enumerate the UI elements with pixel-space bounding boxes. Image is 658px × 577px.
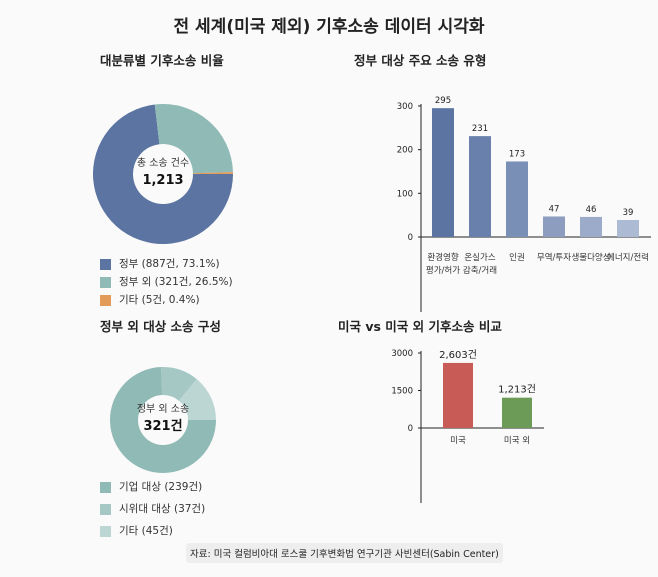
legend-label: 기타 (45건) <box>119 525 173 537</box>
bar1-category-label: 인권 <box>509 252 525 263</box>
pie2-title: 정부 외 대상 소송 구성 <box>100 319 221 334</box>
pie1-title: 대분류별 기후소송 비율 <box>100 53 224 68</box>
legend-item: 정부 (887건, 73.1%) <box>100 258 220 271</box>
legend-swatch <box>100 295 111 306</box>
pie2-center-label: 정부 외 소송 <box>137 403 189 415</box>
bar1-y-tick: 100 <box>397 189 413 199</box>
bar1-y-tick: 300 <box>397 102 413 112</box>
legend-item: 기업 대상 (239건) <box>100 481 202 494</box>
bar2-category-label: 미국 외 <box>504 435 530 446</box>
bar1-title: 정부 대상 주요 소송 유형 <box>354 53 487 68</box>
bar1-value-label: 39 <box>623 208 634 218</box>
legend-swatch <box>100 504 111 515</box>
legend-label: 기업 대상 (239건) <box>119 481 203 493</box>
bar2-bar <box>502 397 532 428</box>
bar1-bar <box>506 161 528 237</box>
bar1-bar <box>617 219 639 237</box>
legend-swatch <box>100 277 111 288</box>
bar1-value-label: 173 <box>509 149 525 159</box>
legend-swatch <box>100 526 111 537</box>
pie1-slice <box>154 104 233 174</box>
bar2-y-tick: 3000 <box>391 349 413 359</box>
page-title: 전 세계(미국 제외) 기후소송 데이터 시각화 <box>173 17 485 37</box>
bar1-bar <box>469 136 491 237</box>
bar1-category-label: 평가/허가 <box>426 265 460 276</box>
bar1-y-tick: 200 <box>397 146 413 156</box>
pie1-slice <box>93 104 234 244</box>
bar1-category-label: 환경영향 <box>427 252 458 263</box>
legend-swatch <box>100 259 111 270</box>
bar1-bar <box>432 108 454 237</box>
bar1-bar <box>580 216 602 237</box>
legend-label: 정부 외 (321건, 26.5%) <box>119 276 233 288</box>
legend-label: 기타 (5건, 0.4%) <box>119 294 200 306</box>
bar2-y-tick: 0 <box>408 424 413 434</box>
legend-label: 정부 (887건, 73.1%) <box>119 258 220 270</box>
bar1-value-label: 46 <box>586 205 597 215</box>
legend-item: 시위대 대상 (37건) <box>100 503 205 516</box>
bar1-category-label: 생물다양성 <box>571 252 610 263</box>
bar1-y-tick: 0 <box>408 233 413 243</box>
bar1-category-label: 온실가스 <box>464 252 495 263</box>
bar1-value-label: 47 <box>549 204 560 214</box>
legend-label: 시위대 대상 (37건) <box>119 503 206 515</box>
pie1-center-label: 총 소송 건수 <box>137 157 189 169</box>
pie2-slice <box>161 367 197 401</box>
source-note: 자료: 미국 컬럼비아대 로스쿨 기후변화법 연구기관 사빈센터(Sabin C… <box>186 543 503 563</box>
legend-item: 기타 (5건, 0.4%) <box>100 294 200 307</box>
bar2-category-label: 미국 <box>450 436 466 446</box>
legend-item: 정부 외 (321건, 26.5%) <box>100 276 233 289</box>
legend-item: 기타 (45건) <box>100 525 173 538</box>
legend-swatch <box>100 482 111 493</box>
bar2-value-label: 2,603건 <box>439 349 477 361</box>
bar2-bar <box>443 362 473 428</box>
bar1-value-label: 295 <box>435 96 451 106</box>
bar1-category-label: 감축/거래 <box>463 265 497 276</box>
bar2-title: 미국 vs 미국 외 기후소송 비교 <box>338 319 502 334</box>
pie2-slice <box>110 367 216 474</box>
bar1-bar <box>543 216 565 237</box>
pie2-center-value: 321건 <box>143 418 182 434</box>
bar2-value-label: 1,213건 <box>498 384 536 396</box>
pie1-center-value: 1,213 <box>142 173 183 188</box>
bar1-value-label: 231 <box>472 124 488 134</box>
bar1-category-label: 에너지/전력 <box>607 252 649 263</box>
pie2-slice <box>178 379 216 420</box>
bar1-category-label: 무역/투자 <box>537 252 571 263</box>
pie1-slice <box>192 172 233 174</box>
bar2-y-tick: 1500 <box>391 387 413 397</box>
